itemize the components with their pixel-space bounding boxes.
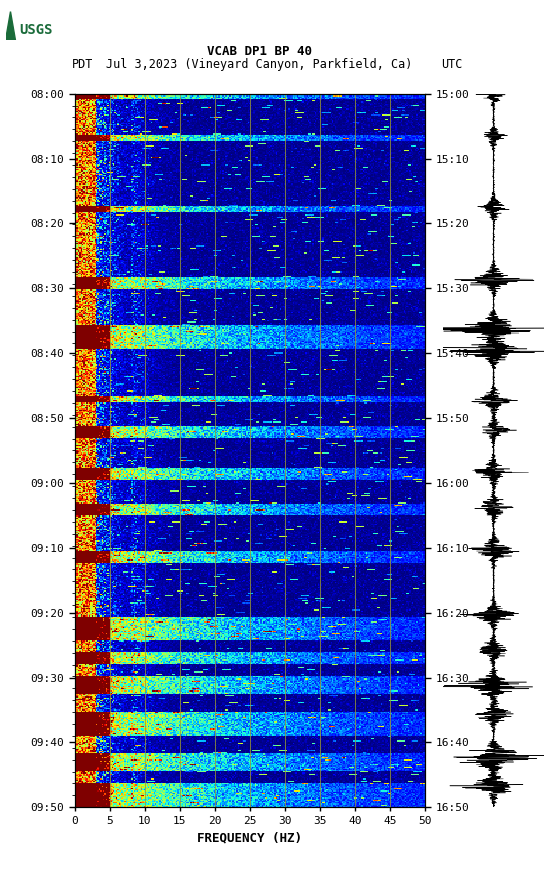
Text: Jul 3,2023 (Vineyard Canyon, Parkfield, Ca): Jul 3,2023 (Vineyard Canyon, Parkfield, … (106, 58, 413, 71)
Polygon shape (6, 12, 15, 40)
Text: PDT: PDT (72, 58, 93, 71)
Text: UTC: UTC (442, 58, 463, 71)
Text: VCAB DP1 BP 40: VCAB DP1 BP 40 (207, 45, 312, 58)
Text: USGS: USGS (19, 22, 52, 37)
X-axis label: FREQUENCY (HZ): FREQUENCY (HZ) (198, 832, 302, 845)
